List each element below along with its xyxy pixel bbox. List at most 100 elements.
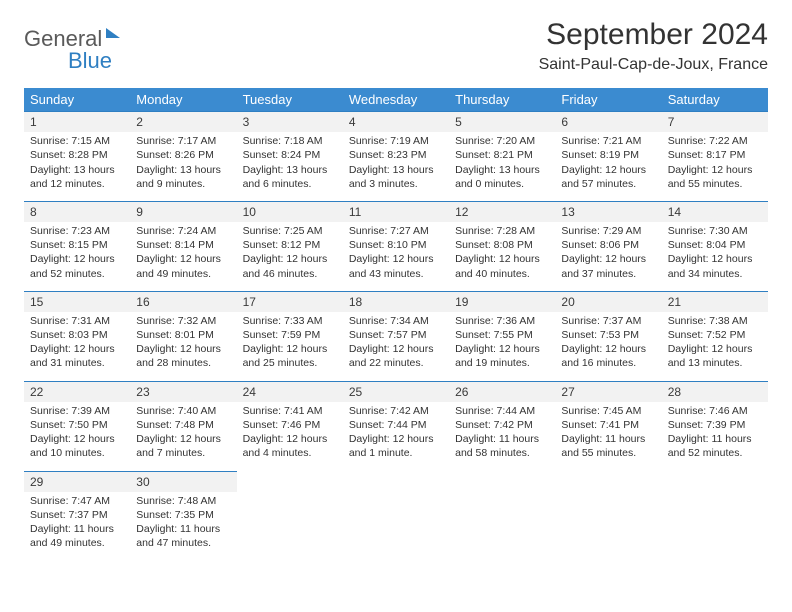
sunset-text: Sunset: 7:53 PM — [561, 328, 655, 342]
day-cell: 13Sunrise: 7:29 AMSunset: 8:06 PMDayligh… — [555, 201, 661, 291]
day-number: 27 — [555, 382, 661, 402]
month-title: September 2024 — [539, 18, 768, 52]
week-row: 1Sunrise: 7:15 AMSunset: 8:28 PMDaylight… — [24, 112, 768, 202]
sunrise-text: Sunrise: 7:20 AM — [455, 134, 549, 148]
daylight-text: Daylight: 13 hours and 6 minutes. — [243, 163, 337, 191]
daylight-text: Daylight: 12 hours and 46 minutes. — [243, 252, 337, 280]
sunrise-text: Sunrise: 7:23 AM — [30, 224, 124, 238]
daylight-text: Daylight: 12 hours and 34 minutes. — [668, 252, 762, 280]
sunrise-text: Sunrise: 7:22 AM — [668, 134, 762, 148]
location-text: Saint-Paul-Cap-de-Joux, France — [539, 56, 768, 74]
day-number: 28 — [662, 382, 768, 402]
daylight-text: Daylight: 12 hours and 1 minute. — [349, 432, 443, 460]
sunrise-text: Sunrise: 7:17 AM — [136, 134, 230, 148]
day-number: 24 — [237, 382, 343, 402]
day-cell: 10Sunrise: 7:25 AMSunset: 8:12 PMDayligh… — [237, 201, 343, 291]
sunset-text: Sunset: 8:23 PM — [349, 148, 443, 162]
sunrise-text: Sunrise: 7:36 AM — [455, 314, 549, 328]
brand-triangle-icon — [106, 28, 120, 38]
day-cell: . — [662, 471, 768, 560]
daylight-text: Daylight: 12 hours and 13 minutes. — [668, 342, 762, 370]
week-row: 15Sunrise: 7:31 AMSunset: 8:03 PMDayligh… — [24, 291, 768, 381]
day-cell: 9Sunrise: 7:24 AMSunset: 8:14 PMDaylight… — [130, 201, 236, 291]
day-cell: 12Sunrise: 7:28 AMSunset: 8:08 PMDayligh… — [449, 201, 555, 291]
sunrise-text: Sunrise: 7:44 AM — [455, 404, 549, 418]
sunrise-text: Sunrise: 7:18 AM — [243, 134, 337, 148]
sunset-text: Sunset: 8:28 PM — [30, 148, 124, 162]
sunrise-text: Sunrise: 7:38 AM — [668, 314, 762, 328]
sunset-text: Sunset: 7:59 PM — [243, 328, 337, 342]
daylight-text: Daylight: 12 hours and 19 minutes. — [455, 342, 549, 370]
day-number: 21 — [662, 292, 768, 312]
sunset-text: Sunset: 8:01 PM — [136, 328, 230, 342]
daylight-text: Daylight: 13 hours and 9 minutes. — [136, 163, 230, 191]
daylight-text: Daylight: 12 hours and 10 minutes. — [30, 432, 124, 460]
day-number: 8 — [24, 202, 130, 222]
day-cell: 24Sunrise: 7:41 AMSunset: 7:46 PMDayligh… — [237, 381, 343, 471]
daylight-text: Daylight: 12 hours and 16 minutes. — [561, 342, 655, 370]
sunset-text: Sunset: 8:10 PM — [349, 238, 443, 252]
daylight-text: Daylight: 12 hours and 22 minutes. — [349, 342, 443, 370]
sunrise-text: Sunrise: 7:24 AM — [136, 224, 230, 238]
sunrise-text: Sunrise: 7:21 AM — [561, 134, 655, 148]
sunset-text: Sunset: 8:15 PM — [30, 238, 124, 252]
sunset-text: Sunset: 7:48 PM — [136, 418, 230, 432]
day-number: 20 — [555, 292, 661, 312]
sunset-text: Sunset: 8:26 PM — [136, 148, 230, 162]
day-cell: 15Sunrise: 7:31 AMSunset: 8:03 PMDayligh… — [24, 291, 130, 381]
day-cell: 27Sunrise: 7:45 AMSunset: 7:41 PMDayligh… — [555, 381, 661, 471]
day-number: 22 — [24, 382, 130, 402]
day-number: 18 — [343, 292, 449, 312]
day-cell: 11 Sunrise: 7:27 AMSunset: 8:10 PMDayligh… — [343, 201, 449, 291]
daylight-text: Daylight: 12 hours and 49 minutes. — [136, 252, 230, 280]
sunset-text: Sunset: 7:52 PM — [668, 328, 762, 342]
daylight-text: Daylight: 12 hours and 4 minutes. — [243, 432, 337, 460]
sunset-text: Sunset: 7:44 PM — [349, 418, 443, 432]
day-number: 11 — [343, 202, 449, 222]
day-header: Thursday — [449, 88, 555, 112]
sunrise-text: Sunrise: 7:30 AM — [668, 224, 762, 238]
day-cell: 23Sunrise: 7:40 AMSunset: 7:48 PMDayligh… — [130, 381, 236, 471]
sunrise-text: Sunrise: 7:27 AM — [349, 224, 443, 238]
day-header: Saturday — [662, 88, 768, 112]
sunrise-text: Sunrise: 7:37 AM — [561, 314, 655, 328]
day-cell: 25Sunrise: 7:42 AMSunset: 7:44 PMDayligh… — [343, 381, 449, 471]
sunset-text: Sunset: 8:21 PM — [455, 148, 549, 162]
day-cell: . — [449, 471, 555, 560]
daylight-text: Daylight: 12 hours and 43 minutes. — [349, 252, 443, 280]
day-number: 17 — [237, 292, 343, 312]
daylight-text: Daylight: 13 hours and 12 minutes. — [30, 163, 124, 191]
week-row: 22Sunrise: 7:39 AMSunset: 7:50 PMDayligh… — [24, 381, 768, 471]
sunrise-text: Sunrise: 7:19 AM — [349, 134, 443, 148]
calendar-body: 1Sunrise: 7:15 AMSunset: 8:28 PMDaylight… — [24, 112, 768, 561]
day-cell: 30Sunrise: 7:48 AMSunset: 7:35 PMDayligh… — [130, 471, 236, 560]
sunset-text: Sunset: 7:42 PM — [455, 418, 549, 432]
day-cell: 6Sunrise: 7:21 AMSunset: 8:19 PMDaylight… — [555, 112, 661, 202]
day-header: Wednesday — [343, 88, 449, 112]
day-header: Monday — [130, 88, 236, 112]
daylight-text: Daylight: 12 hours and 57 minutes. — [561, 163, 655, 191]
daylight-text: Daylight: 12 hours and 28 minutes. — [136, 342, 230, 370]
day-cell: . — [237, 471, 343, 560]
day-number: 1 — [24, 112, 130, 132]
day-number: 19 — [449, 292, 555, 312]
daylight-text: Daylight: 12 hours and 55 minutes. — [668, 163, 762, 191]
day-header: Sunday — [24, 88, 130, 112]
sunrise-text: Sunrise: 7:32 AM — [136, 314, 230, 328]
sunrise-text: Sunrise: 7:29 AM — [561, 224, 655, 238]
day-cell: 28Sunrise: 7:46 AMSunset: 7:39 PMDayligh… — [662, 381, 768, 471]
sunrise-text: Sunrise: 7:25 AM — [243, 224, 337, 238]
day-cell: 4 Sunrise: 7:19 AMSunset: 8:23 PMDaylight… — [343, 112, 449, 202]
day-number: 26 — [449, 382, 555, 402]
day-cell: 26Sunrise: 7:44 AMSunset: 7:42 PMDayligh… — [449, 381, 555, 471]
day-cell: 3Sunrise: 7:18 AMSunset: 8:24 PMDaylight… — [237, 112, 343, 202]
day-number: 25 — [343, 382, 449, 402]
day-cell: 1Sunrise: 7:15 AMSunset: 8:28 PMDaylight… — [24, 112, 130, 202]
sunset-text: Sunset: 7:35 PM — [136, 508, 230, 522]
sunset-text: Sunset: 7:37 PM — [30, 508, 124, 522]
daylight-text: Daylight: 12 hours and 25 minutes. — [243, 342, 337, 370]
day-cell: 18Sunrise: 7:34 AMSunset: 7:57 PMDayligh… — [343, 291, 449, 381]
daylight-text: Daylight: 13 hours and 3 minutes. — [349, 163, 443, 191]
day-number: 4 — [343, 112, 449, 132]
day-cell: 22Sunrise: 7:39 AMSunset: 7:50 PMDayligh… — [24, 381, 130, 471]
